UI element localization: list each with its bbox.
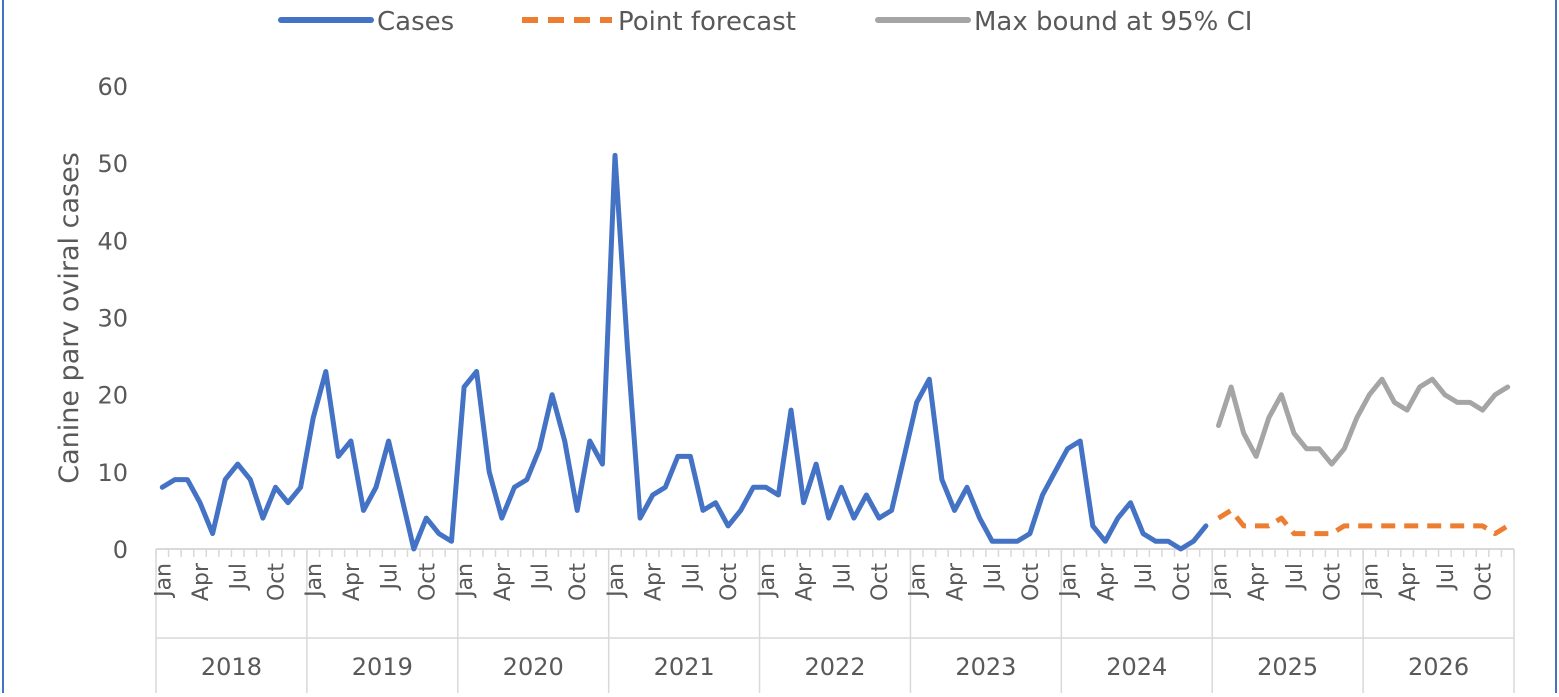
series-line-cases: [159, 152, 1209, 552]
x-year-label: 2024: [1106, 653, 1167, 681]
x-month-label: Oct: [415, 563, 440, 601]
legend-label-max-bound-at-95-ci: Max bound at 95% CI: [974, 7, 1252, 37]
x-month-label: Apr: [642, 562, 667, 601]
x-month-label: Oct: [868, 563, 893, 601]
y-axis-title: Canine parv oviral cases: [54, 152, 85, 484]
x-month-label: Jul: [529, 563, 554, 592]
x-month-label: Jan: [1208, 563, 1233, 599]
y-tick-label: 60: [97, 73, 128, 101]
x-month-label: Apr: [943, 562, 968, 601]
x-month-label: Jul: [227, 563, 252, 592]
legend-label-cases: Cases: [377, 7, 454, 37]
x-year-label: 2018: [201, 653, 262, 681]
x-year-label: 2022: [804, 653, 865, 681]
y-tick-label: 10: [97, 459, 128, 487]
y-tick-label: 0: [113, 536, 128, 564]
x-month-label: Apr: [1396, 562, 1421, 601]
x-year-label: 2020: [503, 653, 564, 681]
x-month-label: Oct: [566, 563, 591, 601]
x-month-label: Jul: [981, 563, 1006, 592]
x-month-label: Jul: [1283, 563, 1308, 592]
x-month-label: Apr: [340, 562, 365, 601]
x-month-label: Jan: [302, 563, 327, 599]
x-month-label: Oct: [717, 563, 742, 601]
y-tick-label: 50: [97, 150, 128, 178]
x-month-label: Jul: [1132, 563, 1157, 592]
x-year-label: 2019: [352, 653, 413, 681]
y-tick-label: 40: [97, 227, 128, 255]
x-month-label: Jan: [151, 563, 176, 599]
x-month-label: Oct: [1170, 563, 1195, 601]
series-line-point-forecast: [1217, 507, 1510, 537]
x-month-label: Jul: [830, 563, 855, 592]
x-month-label: Jul: [378, 563, 403, 592]
x-month-label: Oct: [264, 563, 289, 601]
x-month-label: Jan: [1057, 563, 1082, 599]
x-month-label: Jan: [906, 563, 931, 599]
x-month-label: Jul: [679, 563, 704, 592]
x-year-label: 2026: [1408, 653, 1469, 681]
series-line-max-bound-at-95-ci: [1216, 376, 1511, 467]
x-month-label: Oct: [1321, 563, 1346, 601]
legend-label-point-forecast: Point forecast: [618, 7, 796, 37]
x-month-label: Jul: [1434, 563, 1459, 592]
x-month-label: Apr: [793, 562, 818, 601]
series-lines: [159, 152, 1511, 552]
x-year-label: 2023: [955, 653, 1016, 681]
x-month-label: Apr: [491, 562, 516, 601]
x-month-label: Apr: [189, 562, 214, 601]
x-month-label: Jan: [1358, 563, 1383, 599]
x-year-label: 2025: [1257, 653, 1318, 681]
x-month-label: Apr: [1245, 562, 1270, 601]
y-tick-label: 30: [97, 305, 128, 333]
y-tick-label: 20: [97, 382, 128, 410]
x-month-label: Apr: [1094, 562, 1119, 601]
x-month-label: Jan: [604, 563, 629, 599]
x-month-label: Oct: [1472, 563, 1497, 601]
y-axis-ticks: 0 10 20 30 40 50 60: [97, 73, 128, 564]
legend: Cases Point forecast Max bound at 95% CI: [278, 7, 1252, 37]
x-month-label: Oct: [1019, 563, 1044, 601]
x-month-label: Jan: [453, 563, 478, 599]
x-month-label: Jan: [755, 563, 780, 599]
x-axis: Jan Apr Jul Oct 2018 Jan Apr Jul Oct 2019 Jan Apr Ju…: [151, 548, 1515, 693]
x-year-label: 2021: [654, 653, 715, 681]
